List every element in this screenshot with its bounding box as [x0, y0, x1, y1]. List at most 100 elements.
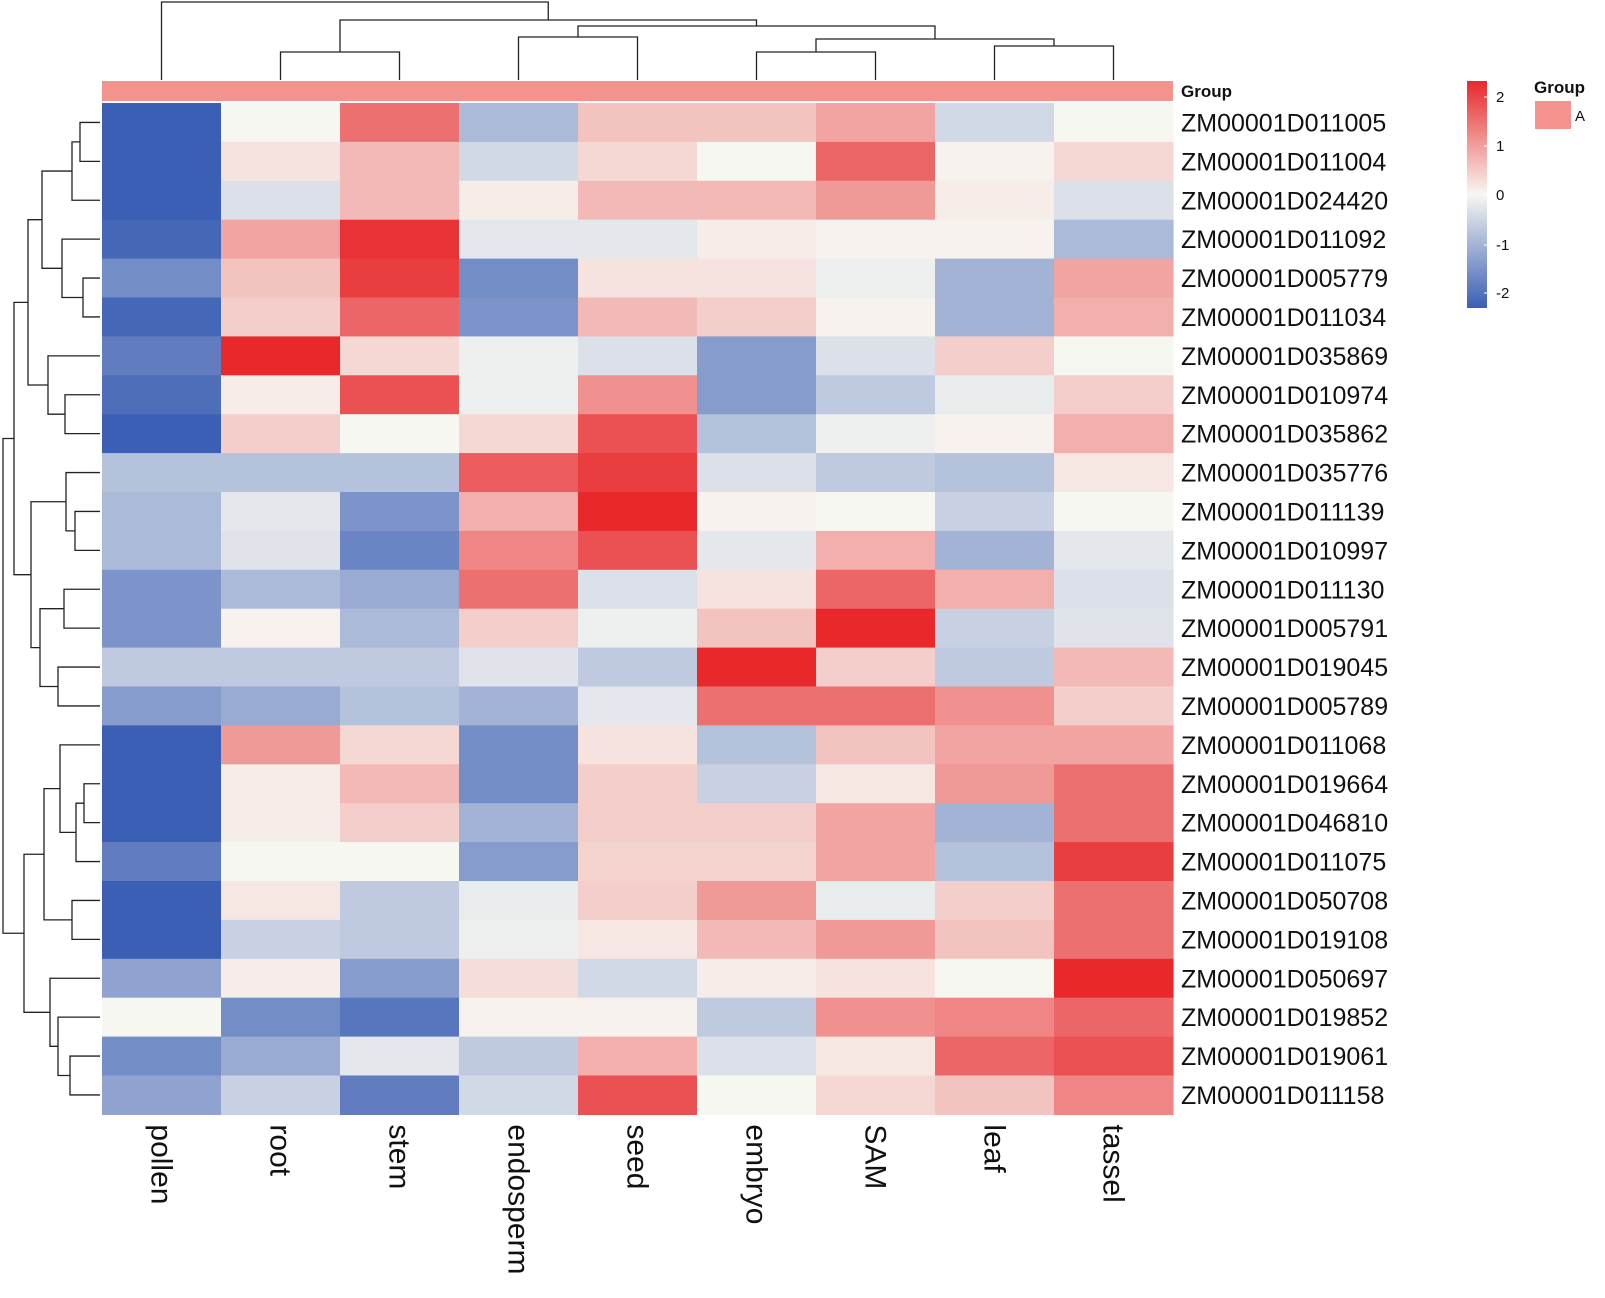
- row-label: ZM00001D050697: [1181, 965, 1388, 993]
- heatmap-cell: [935, 1075, 1055, 1115]
- heatmap-cell: [102, 103, 222, 143]
- heatmap-cell: [102, 997, 222, 1038]
- heatmap-cell: [459, 492, 579, 532]
- heatmap-cell: [340, 492, 460, 532]
- heatmap-cell: [340, 336, 460, 376]
- heatmap-cell: [102, 842, 222, 882]
- dendrogram-branch: [755, 51, 877, 80]
- column-labels: pollen root stem endosperm seed embryo SAM leaf…: [145, 1124, 1130, 1274]
- heatmap-cell: [578, 453, 698, 493]
- heatmap-cell: [102, 569, 222, 610]
- heatmap-cell: [935, 997, 1055, 1038]
- heatmap-cell: [816, 842, 936, 882]
- row-label: ZM00001D011130: [1181, 576, 1384, 604]
- heatmap-cell: [816, 1075, 936, 1115]
- heatmap-cell: [816, 569, 936, 610]
- heatmap-cell: [935, 375, 1055, 415]
- heatmap-cell: [340, 647, 460, 688]
- heatmap-cell: [1054, 958, 1174, 999]
- heatmap-cell: [816, 530, 936, 571]
- heatmap-cell: [102, 336, 222, 376]
- heatmap-cell: [578, 1075, 698, 1115]
- heatmap-cell: [459, 336, 579, 376]
- row-label: ZM00001D035869: [1181, 343, 1388, 371]
- heatmap-cell: [935, 608, 1055, 649]
- heatmap-cell: [102, 375, 222, 415]
- heatmap-cell: [221, 492, 341, 532]
- row-labels: ZM00001D011005 ZM00001D011004 ZM00001D0244…: [1181, 109, 1388, 1109]
- dendrogram-branch: [79, 121, 100, 162]
- heatmap-cell: [935, 453, 1055, 493]
- heatmap-cell: [340, 180, 460, 221]
- row-label: ZM00001D010997: [1181, 537, 1388, 565]
- dendrogram-branch: [2, 437, 24, 934]
- heatmap-cell: [578, 414, 698, 454]
- dendrogram-branch: [43, 787, 72, 921]
- row-label: ZM00001D011034: [1181, 304, 1386, 332]
- heatmap-cell: [102, 647, 222, 688]
- heatmap-cell: [697, 375, 817, 415]
- dendrogram-branch: [339, 19, 758, 52]
- legend-tick-label: 0: [1496, 187, 1504, 204]
- legend-tick-label: -2: [1496, 285, 1509, 302]
- heatmap-cell: [459, 103, 579, 143]
- heatmap-cell: [816, 219, 936, 260]
- heatmap-cell: [578, 647, 698, 688]
- group-legend-title: Group: [1534, 78, 1585, 97]
- dendrogram-branch: [63, 588, 100, 629]
- heatmap-cell: [221, 569, 341, 610]
- dendrogram-branch: [160, 1, 549, 80]
- heatmap-cell: [340, 414, 460, 454]
- heatmap-cell: [935, 842, 1055, 882]
- heatmap-cell: [102, 453, 222, 493]
- heatmap-cell: [340, 375, 460, 415]
- heatmap-cell: [102, 608, 222, 649]
- dendrogram-branch: [69, 1055, 100, 1096]
- heatmap-cell: [459, 842, 579, 882]
- heatmap-cell: [578, 103, 698, 143]
- dendrogram-branch: [57, 1016, 100, 1077]
- heatmap-cell: [697, 997, 817, 1038]
- row-label: ZM00001D005779: [1181, 265, 1388, 293]
- heatmap-cell: [459, 725, 579, 765]
- heatmap-cell: [935, 686, 1055, 726]
- heatmap-cell: [459, 647, 579, 688]
- heatmap-cell: [459, 180, 579, 221]
- heatmap-cell: [340, 103, 460, 143]
- heatmap-cell: [697, 686, 817, 726]
- heatmap-cell: [102, 1075, 222, 1115]
- heatmap-cell: [1054, 336, 1174, 376]
- row-label: ZM00001D046810: [1181, 810, 1388, 838]
- dendrogram-branch: [71, 899, 100, 940]
- heatmap-cell: [935, 258, 1055, 299]
- column-label: tassel: [1097, 1124, 1130, 1202]
- heatmap-cell: [340, 725, 460, 765]
- heatmap-cell: [340, 1075, 460, 1115]
- heatmap-cell: [459, 608, 579, 649]
- column-label: root: [264, 1124, 297, 1176]
- heatmap-cell: [221, 258, 341, 299]
- heatmap-cell: [935, 414, 1055, 454]
- heatmap-cell: [578, 375, 698, 415]
- heatmap-cell: [1054, 219, 1174, 260]
- heatmap-cell: [340, 608, 460, 649]
- heatmap-cell: [221, 180, 341, 221]
- heatmap-cell: [1054, 414, 1174, 454]
- heatmap-cell: [578, 725, 698, 765]
- heatmap-cell: [1054, 375, 1174, 415]
- heatmap-cell: [816, 258, 936, 299]
- heatmap-cell: [816, 414, 936, 454]
- heatmap-cell: [816, 764, 936, 804]
- column-label: leaf: [978, 1124, 1011, 1173]
- dendrogram-branch: [64, 394, 100, 435]
- row-label: ZM00001D019108: [1181, 926, 1388, 954]
- dendrogram-branch: [27, 219, 48, 386]
- dendrogram-branch: [47, 355, 100, 415]
- heatmap-cell: [697, 530, 817, 571]
- heatmap-cell: [221, 647, 341, 688]
- heatmap-cell: [697, 803, 817, 843]
- heatmap-cell: [697, 453, 817, 493]
- row-label: ZM00001D019664: [1181, 771, 1388, 799]
- heatmap-cell: [935, 919, 1055, 960]
- heatmap-cell: [697, 141, 817, 182]
